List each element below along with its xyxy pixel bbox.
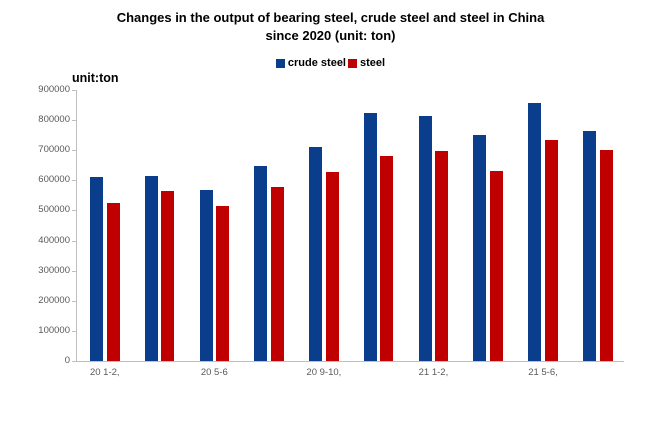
y-axis-tick-mark <box>72 150 76 152</box>
bar-steel <box>489 171 503 361</box>
bar-steel <box>106 202 120 361</box>
bar-steel <box>544 140 558 361</box>
bar-crude-steel <box>144 175 158 361</box>
legend-item-crude-steel: crude steel <box>275 57 346 69</box>
bar-steel <box>380 156 394 361</box>
y-axis-tick-label: 200000 <box>38 294 70 306</box>
legend-swatch-icon <box>348 58 357 68</box>
y-axis-tick-label: 600000 <box>38 174 70 186</box>
y-axis-tick-mark <box>72 361 76 362</box>
bar-crude-steel <box>363 113 377 361</box>
y-axis-tick-mark <box>72 180 76 182</box>
y-axis-tick-label: 700000 <box>38 144 70 156</box>
y-axis-tick-label: 800000 <box>38 114 70 126</box>
bar-crude-steel <box>309 147 323 361</box>
bar-steel <box>599 150 613 361</box>
bar-crude-steel <box>418 116 432 361</box>
chart-title-line2: since 2020 (unit: ton) <box>265 28 396 43</box>
y-axis-tick-label: 500000 <box>38 204 70 216</box>
bar-crude-steel <box>199 189 213 361</box>
x-axis-tick-label: 21 1-2, <box>418 367 449 378</box>
unit-label: unit:ton <box>72 71 119 85</box>
bar-crude-steel <box>90 177 103 361</box>
x-axis-tick-label: 20 9-10, <box>306 367 342 378</box>
y-axis-tick-mark <box>72 120 76 122</box>
bar-steel <box>435 151 449 361</box>
y-axis-tick-mark <box>72 300 76 302</box>
bar-steel <box>216 205 230 361</box>
x-axis-tick-label: 20 5-6 <box>200 367 228 378</box>
y-axis-tick-mark <box>72 240 76 242</box>
y-axis-tick-label: 0 <box>64 355 70 366</box>
bar-crude-steel <box>583 131 597 361</box>
y-axis-tick-mark <box>72 270 76 272</box>
legend-item-label: steel <box>360 57 386 69</box>
x-axis-line <box>76 361 624 362</box>
y-axis-tick-mark <box>72 330 76 332</box>
chart-title: Changes in the output of bearing steel, … <box>0 9 661 45</box>
bar-crude-steel <box>528 102 542 361</box>
bar-crude-steel <box>254 165 268 361</box>
bar-steel <box>161 190 175 361</box>
legend: crude steel steel <box>0 57 661 69</box>
bar-crude-steel <box>473 135 487 361</box>
y-axis-tick-mark <box>72 90 76 91</box>
x-axis-tick-label: 21 5-6, <box>528 367 558 378</box>
legend-swatch-icon <box>275 58 285 68</box>
bar-steel <box>325 171 339 361</box>
y-axis-tick-label: 100000 <box>38 324 70 336</box>
y-axis-line <box>76 90 77 361</box>
legend-item-steel: steel <box>348 57 385 69</box>
legend-item-label: crude steel <box>287 57 346 69</box>
y-axis-tick-label: 900000 <box>38 84 70 95</box>
x-axis-tick-label: 20 1-2, <box>89 367 120 378</box>
y-axis-tick-label: 400000 <box>38 234 70 246</box>
bar-steel <box>270 186 284 361</box>
y-axis-tick-mark <box>72 210 76 212</box>
y-axis-tick-label: 300000 <box>38 264 70 276</box>
chart-title-line1: Changes in the output of bearing steel, … <box>116 10 545 25</box>
